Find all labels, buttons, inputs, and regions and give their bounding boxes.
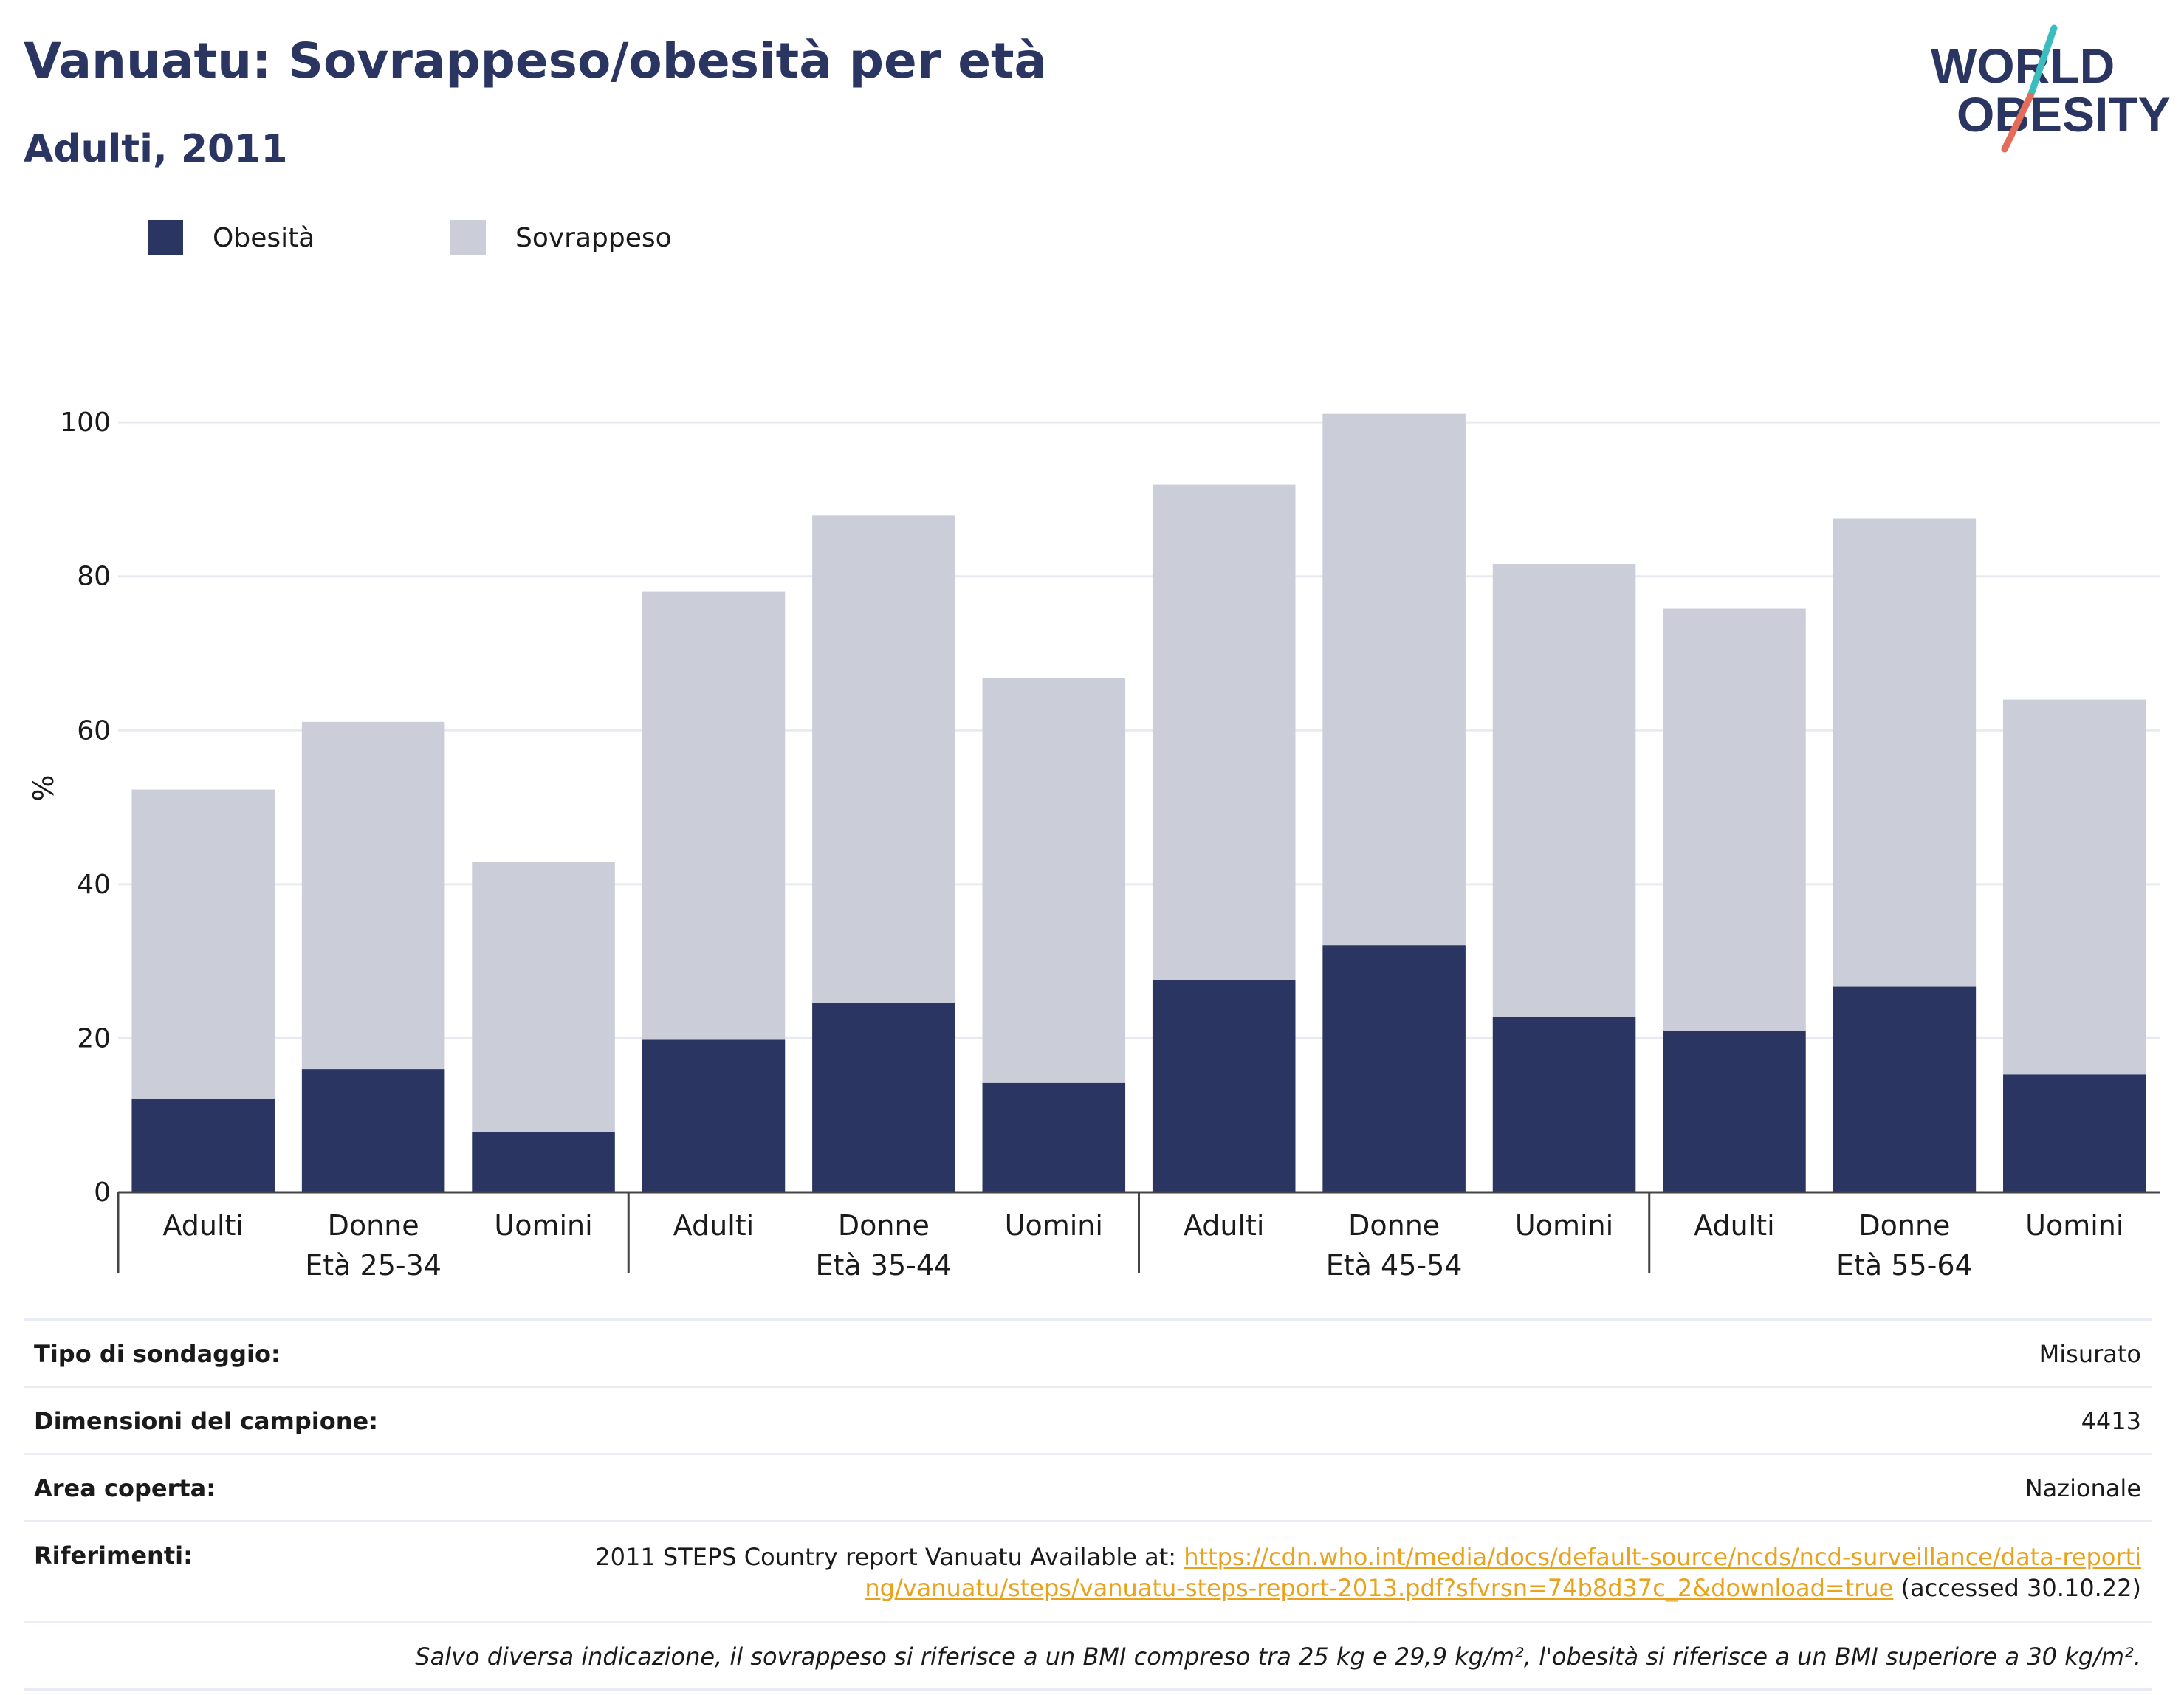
bar-overweight bbox=[2003, 699, 2146, 1075]
info-row-area-covered: Area coperta: Nazionale bbox=[24, 1453, 2152, 1520]
bar-obesity bbox=[2003, 1074, 2146, 1192]
logo-slash-teal bbox=[2027, 24, 2058, 100]
x-group-label: Età 45-54 bbox=[1326, 1249, 1463, 1282]
references-prefix: 2011 STEPS Country report Vanuatu Availa… bbox=[595, 1543, 1184, 1571]
bar-obesity bbox=[982, 1082, 1126, 1192]
info-row-note: Salvo diversa indicazione, il sovrappeso… bbox=[24, 1621, 2152, 1691]
bar-overweight bbox=[131, 789, 275, 1099]
x-category-label: Uomini bbox=[1515, 1209, 1613, 1242]
legend-swatch-obesity bbox=[148, 220, 183, 255]
y-tick-label: 60 bbox=[77, 715, 111, 746]
bar-obesity bbox=[812, 1003, 955, 1192]
bar-obesity bbox=[1322, 945, 1466, 1192]
legend-label-obesity: Obesità bbox=[213, 222, 315, 253]
x-group-label: Età 25-34 bbox=[305, 1249, 442, 1282]
bar-obesity bbox=[131, 1099, 275, 1192]
stacked-bar-chart: 0 20 40 60 80 100% Adulti Donne Uomini Adulti Donn… bbox=[27, 408, 2160, 1282]
bar-overweight bbox=[1152, 484, 1296, 980]
info-value: Nazionale bbox=[2025, 1474, 2141, 1502]
logo-slash-coral bbox=[2001, 92, 2034, 153]
info-key: Area coperta: bbox=[34, 1474, 216, 1502]
x-category-label: Uomini bbox=[494, 1209, 592, 1242]
y-tick-label: 40 bbox=[77, 870, 111, 900]
logo-line2: OBESITY bbox=[1957, 87, 2171, 142]
references-text: 2011 STEPS Country report Vanuatu Availa… bbox=[591, 1541, 2141, 1603]
legend-item-obesity: Obesità bbox=[148, 220, 315, 255]
bar-overweight bbox=[472, 862, 615, 1132]
x-category-label: Adulti bbox=[1184, 1209, 1265, 1242]
references-link[interactable]: https://cdn.who.int/media/docs/default-s… bbox=[865, 1543, 2141, 1602]
legend-item-overweight: Sovrappeso bbox=[450, 220, 672, 255]
page-subtitle: Adulti, 2011 bbox=[24, 127, 288, 171]
bar-overweight bbox=[1322, 413, 1466, 946]
x-category-label: Donne bbox=[1348, 1209, 1440, 1242]
info-key: Riferimenti: bbox=[34, 1541, 193, 1569]
x-category-label: Adulti bbox=[162, 1209, 244, 1242]
x-category-label: Uomini bbox=[2025, 1209, 2123, 1242]
info-value: Misurato bbox=[2039, 1340, 2141, 1368]
x-category-label: Uomini bbox=[1005, 1209, 1103, 1242]
info-row-references: Riferimenti: 2011 STEPS Country report V… bbox=[24, 1520, 2152, 1621]
y-tick-label: 20 bbox=[77, 1023, 111, 1053]
x-category-label: Adulti bbox=[1694, 1209, 1775, 1242]
info-row-survey-type: Tipo di sondaggio: Misurato bbox=[24, 1318, 2152, 1386]
x-group-label: Età 35-44 bbox=[816, 1249, 952, 1282]
x-category-label: Adulti bbox=[673, 1209, 755, 1242]
info-key: Dimensioni del campione: bbox=[34, 1407, 379, 1435]
bar-obesity bbox=[472, 1132, 615, 1192]
bar-overweight bbox=[1492, 564, 1636, 1017]
references-suffix: (accessed 30.10.22) bbox=[1893, 1574, 2141, 1602]
world-obesity-logo: WORLD OBESITY bbox=[1931, 24, 2171, 153]
page-title: Vanuatu: Sovrappeso/obesità per età bbox=[24, 32, 1048, 89]
bar-obesity bbox=[642, 1039, 786, 1192]
bar-obesity bbox=[1663, 1031, 1806, 1192]
bar-overweight bbox=[1663, 608, 1806, 1031]
bar-overweight bbox=[301, 721, 445, 1070]
legend-swatch-overweight bbox=[450, 220, 486, 255]
x-category-label: Donne bbox=[328, 1209, 419, 1242]
x-category-label: Donne bbox=[838, 1209, 930, 1242]
y-tick-label: 100 bbox=[60, 408, 111, 438]
bar-overweight bbox=[982, 678, 1126, 1083]
bar-obesity bbox=[1152, 980, 1296, 1192]
survey-info-table: Tipo di sondaggio: Misurato Dimensioni d… bbox=[24, 1318, 2152, 1691]
legend-label-overweight: Sovrappeso bbox=[515, 222, 672, 253]
x-category-label: Donne bbox=[1858, 1209, 1950, 1242]
x-group-label: Età 55-64 bbox=[1836, 1249, 1973, 1282]
y-tick-label: 80 bbox=[77, 562, 111, 592]
bar-overweight bbox=[1833, 518, 1977, 987]
bar-obesity bbox=[301, 1069, 445, 1192]
y-axis-label: % bbox=[27, 774, 60, 801]
y-tick-label: 0 bbox=[94, 1177, 111, 1208]
bmi-definition-note: Salvo diversa indicazione, il sovrappeso… bbox=[415, 1643, 2141, 1671]
info-key: Tipo di sondaggio: bbox=[34, 1340, 281, 1368]
bar-overweight bbox=[812, 515, 955, 1003]
bar-overweight bbox=[642, 591, 786, 1040]
info-value: 4413 bbox=[2081, 1407, 2141, 1435]
logo-line1: WORLD bbox=[1931, 38, 2115, 93]
bar-obesity bbox=[1492, 1017, 1636, 1192]
info-row-sample-size: Dimensioni del campione: 4413 bbox=[24, 1386, 2152, 1453]
bar-obesity bbox=[1833, 986, 1977, 1192]
